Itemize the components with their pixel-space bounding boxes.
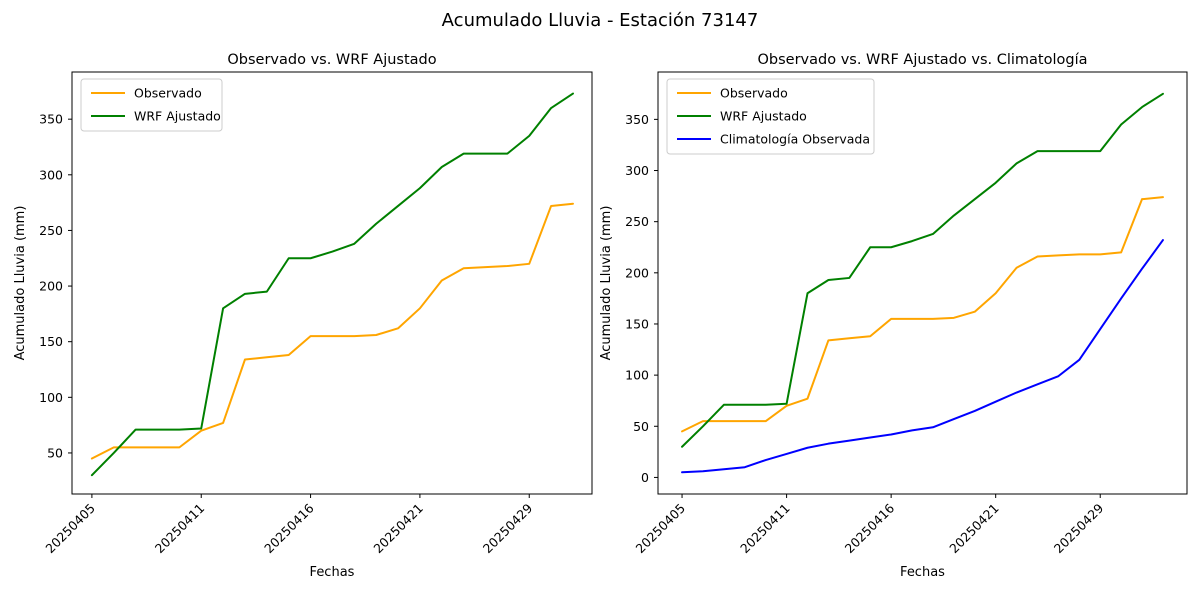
legend-label: Observado — [720, 86, 788, 101]
y-tick-label: 50 — [47, 445, 63, 460]
series-line-observado — [681, 196, 1164, 433]
y-tick-label: 100 — [625, 368, 649, 383]
x-tick-label: 20250405 — [42, 501, 98, 557]
y-tick-label: 350 — [39, 112, 63, 127]
y-tick-label: 100 — [39, 390, 63, 405]
series-line-observado — [90, 202, 574, 460]
x-tick-label: 20250416 — [261, 500, 317, 556]
legend-label: Observado — [134, 86, 202, 101]
x-tick-label: 20250429 — [1051, 500, 1107, 556]
x-tick-label: 20250411 — [737, 501, 793, 557]
legend-box — [666, 78, 875, 155]
axes-frame — [657, 71, 1188, 495]
legend-label: WRF Ajustado — [134, 109, 221, 124]
y-tick-label: 250 — [625, 214, 649, 229]
legend-label: Climatología Observada — [720, 132, 870, 147]
y-axis-label: Acumulado Lluvia (mm) — [13, 206, 28, 361]
series-line-wrf-ajustado — [90, 92, 574, 477]
y-tick-label: 150 — [625, 316, 649, 331]
x-tick-label: 20250421 — [946, 501, 1002, 557]
y-tick-label: 150 — [39, 334, 63, 349]
series-line-climatolog-a-observada — [681, 239, 1164, 474]
y-tick-label: 300 — [625, 163, 649, 178]
series-line-wrf-ajustado — [681, 92, 1164, 448]
x-axis-label: Fechas — [310, 565, 355, 580]
y-tick-label: 250 — [39, 223, 63, 238]
y-tick-label: 50 — [633, 419, 649, 434]
subplot-title: Observado vs. WRF Ajustado — [227, 52, 436, 68]
subplot-1: 0 50 100 150 200 250 300 350 20250405 20250411 202… — [599, 52, 1188, 580]
y-tick-label: 350 — [625, 112, 649, 127]
x-tick-label: 20250421 — [370, 501, 426, 557]
axes-frame — [71, 71, 593, 495]
y-axis-label: Acumulado Lluvia (mm) — [599, 206, 614, 361]
y-tick-label: 0 — [641, 470, 649, 485]
subplot-0: 50 100 150 200 250 300 350 20250405 20250411 2025… — [13, 52, 593, 580]
x-tick-label: 20250405 — [633, 501, 689, 557]
legend: Observado WRF Ajustado — [80, 78, 223, 132]
legend-label: WRF Ajustado — [720, 109, 807, 124]
x-axis-label: Fechas — [900, 565, 945, 580]
legend: Observado WRF Ajustado Climatología Observ… — [666, 78, 875, 155]
x-tick-label: 20250429 — [480, 500, 536, 556]
y-tick-label: 200 — [39, 279, 63, 294]
figure-title: Acumulado Lluvia - Estación 73147 — [441, 10, 759, 31]
y-tick-label: 200 — [625, 265, 649, 280]
y-tick-label: 300 — [39, 167, 63, 182]
x-tick-label: 20250416 — [842, 500, 898, 556]
subplot-title: Observado vs. WRF Ajustado vs. Climatolo… — [758, 52, 1088, 68]
x-tick-label: 20250411 — [152, 501, 208, 557]
